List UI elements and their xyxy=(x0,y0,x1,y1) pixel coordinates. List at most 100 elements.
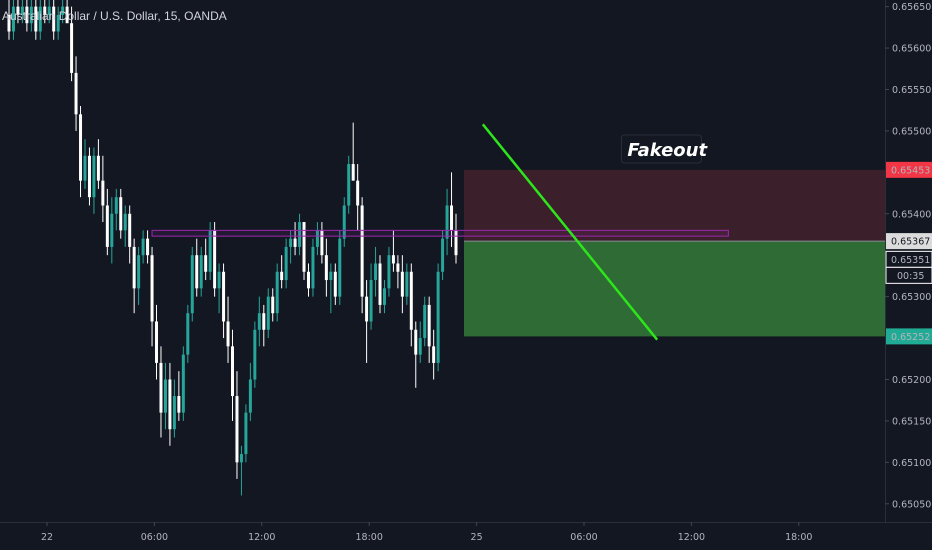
candle-body xyxy=(217,271,221,289)
candle-body xyxy=(418,338,422,355)
candle-body xyxy=(369,280,373,322)
candle-body xyxy=(347,164,351,206)
candle-body xyxy=(280,271,284,281)
candle-body xyxy=(275,271,279,314)
candle-body xyxy=(101,180,105,206)
candle-body xyxy=(79,114,83,181)
candle-body xyxy=(34,6,38,32)
candle-body xyxy=(266,296,270,330)
stop-price-label: 0.65453 xyxy=(891,165,930,176)
candle-body xyxy=(333,271,337,297)
target-price-label: 0.65252 xyxy=(891,332,930,343)
candle-body xyxy=(7,14,11,32)
candle-body xyxy=(235,396,239,463)
candle-body xyxy=(38,6,42,32)
candle-body xyxy=(391,255,395,264)
candle-body xyxy=(262,313,266,330)
candle-body xyxy=(177,396,181,413)
target-price-label-bg xyxy=(886,328,932,345)
price-tick-label: 0.65500 xyxy=(892,126,931,137)
candle-body xyxy=(360,205,364,297)
position-zones xyxy=(464,169,885,337)
time-tick-label: 12:00 xyxy=(248,532,275,543)
candle-body xyxy=(306,271,310,289)
candle-body xyxy=(365,296,369,322)
take-profit-zone xyxy=(464,241,885,337)
candle-body xyxy=(338,238,342,297)
candle-body xyxy=(119,197,123,231)
candle-body xyxy=(441,238,445,272)
candle-body xyxy=(432,346,436,363)
candle-body xyxy=(302,222,306,272)
candle-body xyxy=(271,296,275,314)
annotation-text: Fakeout xyxy=(627,140,708,161)
price-tick-label: 0.65600 xyxy=(892,44,931,55)
candle-body xyxy=(47,6,51,15)
time-tick-label: 18:00 xyxy=(785,532,812,543)
candle-body xyxy=(190,255,194,314)
candle-body xyxy=(454,230,458,256)
candle-body xyxy=(163,379,167,413)
candle-body xyxy=(87,155,91,198)
drawing-overlays: Fakeout xyxy=(151,123,729,341)
candle-body xyxy=(204,255,208,272)
candle-body xyxy=(83,155,87,181)
candle-body xyxy=(128,213,132,247)
entry-price-label: 0.65367 xyxy=(891,237,930,248)
candle-body xyxy=(25,6,29,24)
price-tick-label: 0.65550 xyxy=(892,85,931,96)
candle-body xyxy=(114,197,118,214)
price-tick-label: 0.65650 xyxy=(892,2,931,13)
candle-body xyxy=(29,6,33,24)
candle-body xyxy=(222,271,226,322)
candle-body xyxy=(329,271,333,281)
time-tick-label: 06:00 xyxy=(141,532,168,543)
candle-body xyxy=(244,412,248,455)
candle-body xyxy=(172,396,176,430)
candle-body xyxy=(70,23,74,73)
candle-body xyxy=(409,271,413,330)
candle-body xyxy=(96,155,100,181)
candle-body xyxy=(137,255,141,289)
time-tick-label: 06:00 xyxy=(570,532,597,543)
resistance-zone xyxy=(151,229,729,237)
candle-body xyxy=(155,321,159,363)
time-tick-label: 22 xyxy=(41,532,53,543)
candle-body xyxy=(16,6,20,15)
candle-body xyxy=(387,255,391,289)
candle-body xyxy=(239,454,243,463)
candle-body xyxy=(20,6,24,15)
candle-body xyxy=(231,346,234,397)
candle-body xyxy=(248,379,252,413)
candle-body xyxy=(374,263,378,281)
candle-body xyxy=(74,72,78,115)
candle-body xyxy=(92,155,96,198)
candle-body xyxy=(159,362,163,413)
candle-body xyxy=(445,205,449,239)
candle-body xyxy=(351,164,355,181)
price-axis[interactable]: 0.65650 0.65600 0.65550 0.65500 0.65400 0.653… xyxy=(885,2,932,510)
candle-body xyxy=(43,6,47,15)
candle-body xyxy=(253,329,257,380)
price-tick-label: 0.65150 xyxy=(892,416,931,427)
candle-body xyxy=(414,329,418,355)
time-tick-label: 12:00 xyxy=(678,532,705,543)
price-tick-label: 0.65200 xyxy=(892,375,931,386)
candle-body xyxy=(213,230,217,289)
candle-body xyxy=(186,313,190,355)
current-price-label: 0.65351 xyxy=(891,255,930,266)
time-axis[interactable]: 22 06:00 12:00 18:00 25 06:00 12:00 18:00 xyxy=(41,522,813,543)
candle-body xyxy=(150,255,154,322)
candle-body xyxy=(320,230,324,256)
countdown-label: 00:35 xyxy=(897,271,924,282)
candle-body xyxy=(208,230,212,272)
candle-body xyxy=(423,304,427,339)
stop-price-label-bg xyxy=(886,161,932,178)
candle-body xyxy=(195,255,199,289)
price-tick-label: 0.65050 xyxy=(892,499,931,510)
candle-body xyxy=(427,304,431,347)
candle-body xyxy=(11,6,15,32)
candle-body xyxy=(396,263,400,272)
candle-body xyxy=(123,213,127,231)
